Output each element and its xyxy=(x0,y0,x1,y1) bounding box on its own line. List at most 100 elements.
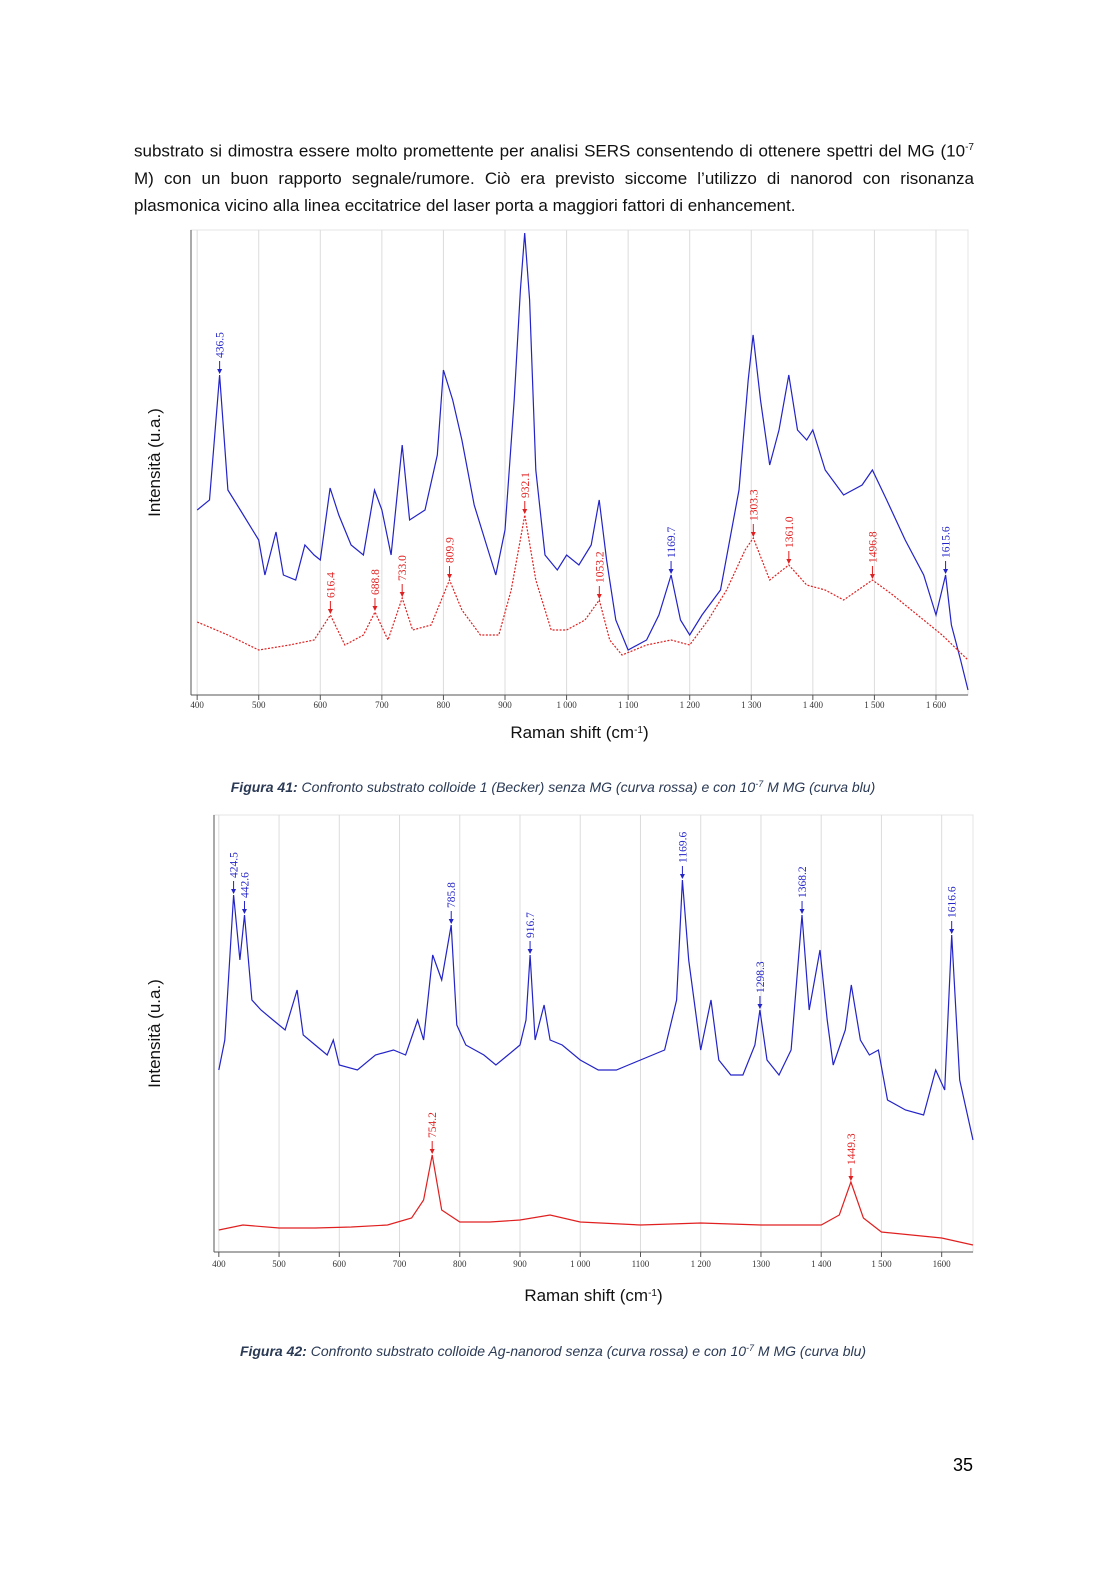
peak-label: 1053.2 xyxy=(594,551,606,583)
x-axis-label-part: ) xyxy=(643,723,649,742)
x-tick-label: 800 xyxy=(453,1259,467,1269)
peak-arrowhead xyxy=(949,929,955,934)
x-tick-label: 1600 xyxy=(933,1259,952,1269)
peak-label: 1169.6 xyxy=(677,832,689,863)
peak-arrowhead xyxy=(668,569,674,574)
x-tick-label: 1300 xyxy=(752,1259,771,1269)
peak-label: 1298.3 xyxy=(755,961,767,993)
caption-text: -7 xyxy=(746,1343,755,1353)
peak-arrowhead xyxy=(327,609,333,614)
peak-label: 424.5 xyxy=(229,852,241,878)
caption-text: Confronto substrato colloide Ag-nanorod … xyxy=(307,1343,746,1359)
peak-arrowhead xyxy=(241,909,247,914)
x-tick-label: 1 000 xyxy=(570,1259,591,1269)
peak-label: 809.9 xyxy=(445,537,457,563)
x-axis-label-part: ) xyxy=(657,1286,663,1305)
x-axis-label-part: Raman shift (cm xyxy=(510,723,634,742)
peak-label: 1449.3 xyxy=(846,1133,858,1165)
peak-arrowhead xyxy=(429,1149,435,1154)
peak-label: 1368.2 xyxy=(797,866,809,898)
x-tick-label: 1 000 xyxy=(556,700,577,710)
peak-label: 785.8 xyxy=(446,882,458,908)
spectrum-line xyxy=(196,232,969,691)
x-axis-label: Raman shift (cm-1) xyxy=(510,723,648,742)
peak-label: 1361.0 xyxy=(784,516,796,548)
peak-label: 733.0 xyxy=(397,555,409,581)
peak-arrowhead xyxy=(372,606,378,611)
figure-caption: Figura 42: Confronto substrato colloide … xyxy=(240,1343,866,1359)
peak-label: 754.2 xyxy=(427,1112,439,1138)
x-tick-label: 500 xyxy=(272,1259,286,1269)
caption-text: M MG (curva blu) xyxy=(754,1343,866,1359)
peak-label: 442.6 xyxy=(239,872,251,898)
paragraph: substrato si dimostra essere molto prome… xyxy=(134,134,974,219)
peak-label: 1616.6 xyxy=(947,886,959,918)
x-tick-label: 1 500 xyxy=(864,700,885,710)
peak-arrowhead xyxy=(217,369,223,374)
peak-label: 932.1 xyxy=(520,472,532,498)
x-tick-label: 900 xyxy=(498,700,512,710)
peak-arrowhead xyxy=(786,559,792,564)
x-tick-label: 800 xyxy=(437,700,451,710)
y-axis-label: Intensità (u.a.) xyxy=(145,979,164,1088)
x-tick-label: 1 300 xyxy=(741,700,762,710)
x-tick-label: 1 100 xyxy=(618,700,639,710)
x-tick-label: 1 500 xyxy=(871,1259,892,1269)
x-tick-label: 900 xyxy=(513,1259,527,1269)
peak-arrowhead xyxy=(750,532,756,537)
caption-text: -7 xyxy=(755,779,764,789)
peak-arrowhead xyxy=(596,594,602,599)
x-tick-label: 1 200 xyxy=(680,700,701,710)
x-tick-label: 1 200 xyxy=(691,1259,712,1269)
peak-arrowhead xyxy=(399,592,405,597)
text: substrato si dimostra essere molto prome… xyxy=(134,141,966,161)
peak-label: 1615.6 xyxy=(941,526,953,558)
caption-label: Figura 42: xyxy=(240,1343,307,1359)
spectrum-line xyxy=(218,879,974,1141)
peak-arrowhead xyxy=(848,1176,854,1181)
peak-arrowhead xyxy=(869,574,875,579)
x-axis-label-part: -1 xyxy=(648,1288,657,1299)
x-tick-label: 600 xyxy=(333,1259,347,1269)
x-tick-label: 1 600 xyxy=(926,700,947,710)
x-tick-label: 1 400 xyxy=(803,700,824,710)
superscript: -7 xyxy=(965,142,974,153)
caption-text: M MG (curva blu) xyxy=(763,779,875,795)
peak-arrowhead xyxy=(522,509,528,514)
peak-label: 916.7 xyxy=(525,912,537,938)
x-tick-label: 600 xyxy=(314,700,328,710)
peak-label: 1303.3 xyxy=(748,489,760,521)
x-axis-label: Raman shift (cm-1) xyxy=(524,1286,662,1305)
peak-label: 616.4 xyxy=(325,572,337,598)
caption-label: Figura 41: xyxy=(231,779,298,795)
plot-area xyxy=(190,229,969,696)
spectrum-line xyxy=(218,1154,974,1246)
peak-arrowhead xyxy=(527,949,533,954)
peak-arrowhead xyxy=(943,569,949,574)
x-tick-label: 500 xyxy=(252,700,266,710)
peak-label: 436.5 xyxy=(215,332,227,358)
x-tick-label: 1100 xyxy=(632,1259,650,1269)
caption-text: Confronto substrato colloide 1 (Becker) … xyxy=(298,779,756,795)
peak-arrowhead xyxy=(448,919,454,924)
x-tick-label: 400 xyxy=(190,700,204,710)
figure-caption: Figura 41: Confronto substrato colloide … xyxy=(231,779,875,795)
spectrum-line xyxy=(196,514,969,661)
x-tick-label: 700 xyxy=(375,700,389,710)
page-number: 35 xyxy=(953,1455,973,1475)
x-tick-label: 400 xyxy=(212,1259,226,1269)
peak-arrowhead xyxy=(447,574,453,579)
peak-label: 1496.8 xyxy=(867,531,879,563)
text: M) con un buon rapporto segnale/rumore. … xyxy=(134,168,974,215)
y-axis-label: Intensità (u.a.) xyxy=(145,408,164,517)
peak-arrowhead xyxy=(231,889,237,894)
peak-arrowhead xyxy=(679,874,685,879)
peak-arrowhead xyxy=(757,1004,763,1009)
x-tick-label: 1 400 xyxy=(811,1259,832,1269)
peak-arrowhead xyxy=(799,909,805,914)
peak-label: 1169.7 xyxy=(666,527,678,558)
x-axis-label-part: Raman shift (cm xyxy=(524,1286,648,1305)
x-tick-label: 700 xyxy=(393,1259,407,1269)
